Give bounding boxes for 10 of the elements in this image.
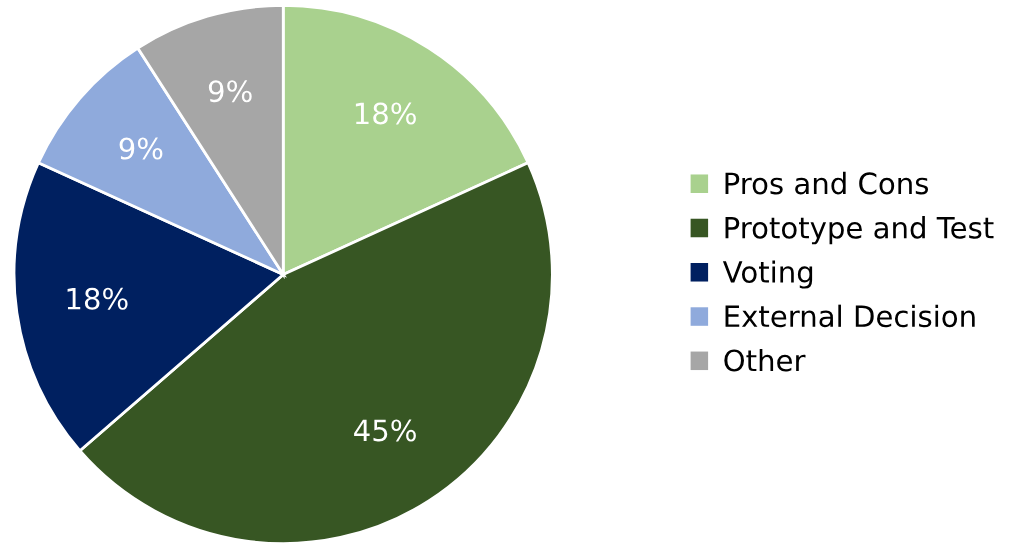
legend-label: Pros and Cons: [725, 171, 929, 195]
data-label: 9%: [208, 80, 252, 103]
legend-label: Voting: [722, 260, 813, 289]
data-label: 45%: [354, 419, 416, 442]
data-label: 9%: [119, 137, 163, 160]
legend-label: Prototype and Test: [725, 216, 994, 245]
data-label: 18%: [67, 287, 128, 310]
legend-label: Other: [724, 348, 806, 372]
data-label: 18%: [355, 102, 416, 125]
legend-label: External Decision: [725, 304, 975, 328]
